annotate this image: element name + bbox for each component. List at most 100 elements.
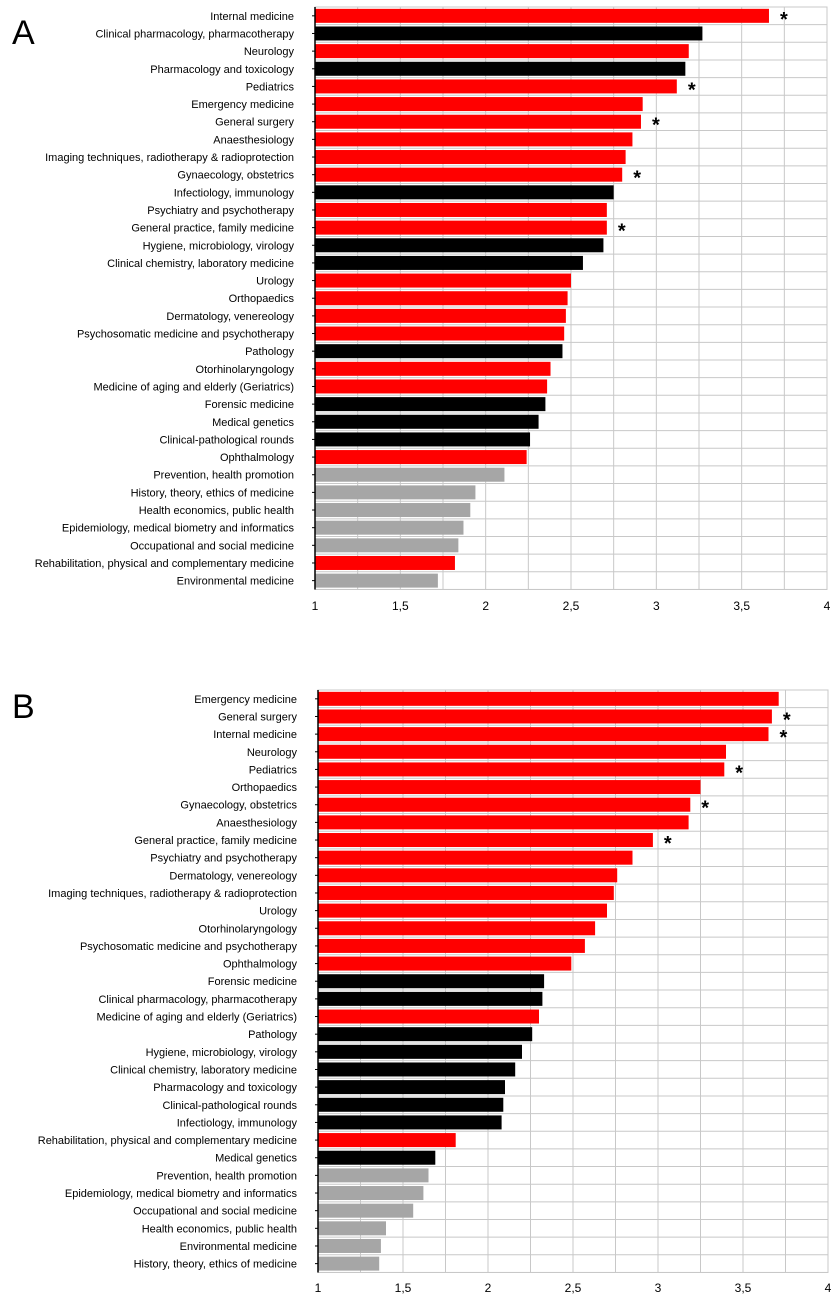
bar-clinical-pathological-rounds	[315, 432, 531, 447]
category-label: Imaging techniques, radiotherapy & radio…	[45, 152, 294, 164]
x-tick-label: 3	[655, 1281, 662, 1295]
bar-psychiatry-and-psychotherapy	[318, 850, 633, 865]
bar-emergency-medicine	[315, 97, 643, 112]
x-tick-label: 3,5	[733, 599, 750, 613]
panel-letter-a: A	[12, 14, 35, 52]
category-label: Otorhinolaryngology	[199, 923, 298, 935]
category-label: Hygiene, microbiology, virology	[143, 240, 295, 252]
bar-epidemiology-medical-biometry-and-informatics	[315, 520, 464, 535]
category-label: Urology	[256, 276, 294, 288]
category-label: Psychiatry and psychotherapy	[147, 205, 294, 217]
category-label: Emergency medicine	[194, 694, 297, 706]
category-label: Pharmacology and toxicology	[153, 1082, 297, 1094]
category-label: Pharmacology and toxicology	[150, 64, 294, 76]
category-label: Infectiology, immunology	[177, 1117, 298, 1129]
category-label: Dermatology, venereology	[166, 311, 294, 323]
category-label: Pediatrics	[249, 764, 298, 776]
category-label: Internal medicine	[213, 729, 297, 741]
category-label: Clinical-pathological rounds	[159, 434, 294, 446]
category-label: Medical genetics	[215, 1153, 297, 1165]
category-label: Occupational and social medicine	[130, 540, 294, 552]
bar-otorhinolaryngology	[315, 361, 551, 376]
bar-medical-genetics	[315, 414, 539, 429]
category-label: Forensic medicine	[208, 976, 297, 988]
category-label: Clinical-pathological rounds	[162, 1100, 297, 1112]
bar-prevention-health-promotion	[318, 1168, 429, 1183]
significance-marker: *	[688, 79, 696, 101]
bar-rehabilitation-physical-and-complementary-medicine	[318, 1133, 456, 1148]
panel-b-chart: Emergency medicine General surgery * Intern…	[38, 689, 832, 1295]
category-label: Orthopaedics	[232, 782, 298, 794]
bar-hygiene-microbiology-virology	[318, 1044, 522, 1059]
bar-anaesthesiology	[315, 132, 633, 147]
category-label: Pathology	[245, 346, 294, 358]
bar-gynaecology-obstetrics	[315, 167, 623, 182]
bar-environmental-medicine	[318, 1238, 381, 1253]
significance-marker: *	[701, 798, 709, 820]
bar-general-surgery	[318, 709, 772, 724]
category-label: General surgery	[218, 711, 297, 723]
significance-marker: *	[735, 762, 743, 784]
x-tick-label: 2,5	[565, 1281, 582, 1295]
x-tick-label: 4	[825, 1281, 832, 1295]
bar-forensic-medicine	[318, 974, 545, 989]
category-label: Forensic medicine	[205, 399, 294, 411]
bar-occupational-and-social-medicine	[315, 538, 459, 553]
bar-dermatology-venereology	[315, 308, 566, 323]
bar-clinical-pathological-rounds	[318, 1097, 504, 1112]
category-label: Clinical pharmacology, pharmacotherapy	[95, 28, 294, 40]
category-label: Medicine of aging and elderly (Geriatric…	[96, 1012, 297, 1024]
bar-occupational-and-social-medicine	[318, 1203, 414, 1218]
bar-clinical-chemistry-laboratory-medicine	[318, 1062, 516, 1077]
bar-prevention-health-promotion	[315, 467, 505, 482]
bar-general-surgery	[315, 114, 641, 129]
bar-infectiology-immunology	[315, 185, 614, 200]
category-label: Dermatology, venereology	[169, 870, 297, 882]
bar-hygiene-microbiology-virology	[315, 238, 604, 253]
category-label: Medicine of aging and elderly (Geriatric…	[93, 381, 294, 393]
x-tick-label: 3	[653, 599, 660, 613]
category-label: Rehabilitation, physical and complementa…	[38, 1135, 297, 1147]
category-label: Hygiene, microbiology, virology	[146, 1047, 298, 1059]
bar-gynaecology-obstetrics	[318, 797, 691, 812]
x-tick-label: 3,5	[735, 1281, 752, 1295]
significance-marker: *	[633, 168, 641, 190]
bar-urology	[315, 273, 571, 288]
significance-marker: *	[664, 833, 672, 855]
category-label: Psychiatry and psychotherapy	[150, 853, 297, 865]
category-label: Health economics, public health	[142, 1223, 297, 1235]
category-label: Pediatrics	[246, 81, 295, 93]
significance-marker: *	[652, 115, 660, 137]
category-label: Infectiology, immunology	[174, 187, 295, 199]
category-label: Environmental medicine	[177, 576, 294, 588]
category-label: Epidemiology, medical biometry and infor…	[65, 1188, 298, 1200]
category-label: Prevention, health promotion	[153, 470, 294, 482]
bar-history-theory-ethics-of-medicine	[315, 485, 476, 500]
bar-medical-genetics	[318, 1150, 436, 1165]
bar-clinical-pharmacology-pharmacotherapy	[318, 991, 543, 1006]
bar-pathology	[318, 1027, 533, 1042]
category-label: General surgery	[215, 117, 294, 129]
x-tick-label: 1	[315, 1281, 322, 1295]
category-label: Neurology	[244, 46, 295, 58]
category-label: Clinical chemistry, laboratory medicine	[107, 258, 294, 270]
category-label: General practice, family medicine	[134, 835, 297, 847]
bar-ophthalmology	[315, 450, 527, 465]
category-label: Pathology	[248, 1029, 297, 1041]
category-label: Ophthalmology	[223, 959, 297, 971]
bar-forensic-medicine	[315, 397, 546, 412]
bar-health-economics-public-health	[318, 1221, 386, 1236]
bar-general-practice-family-medicine	[315, 220, 607, 235]
bar-anaesthesiology	[318, 815, 689, 830]
category-label: Medical genetics	[212, 417, 294, 429]
bar-internal-medicine	[318, 727, 769, 742]
bar-pharmacology-and-toxicology	[315, 61, 686, 76]
bar-psychiatry-and-psychotherapy	[315, 202, 607, 217]
significance-marker: *	[618, 221, 626, 243]
bar-clinical-chemistry-laboratory-medicine	[315, 255, 583, 270]
bar-neurology	[315, 44, 689, 59]
x-tick-label: 4	[824, 599, 831, 613]
category-label: Ophthalmology	[220, 452, 294, 464]
bar-environmental-medicine	[315, 573, 438, 588]
category-label: Gynaecology, obstetrics	[177, 170, 294, 182]
